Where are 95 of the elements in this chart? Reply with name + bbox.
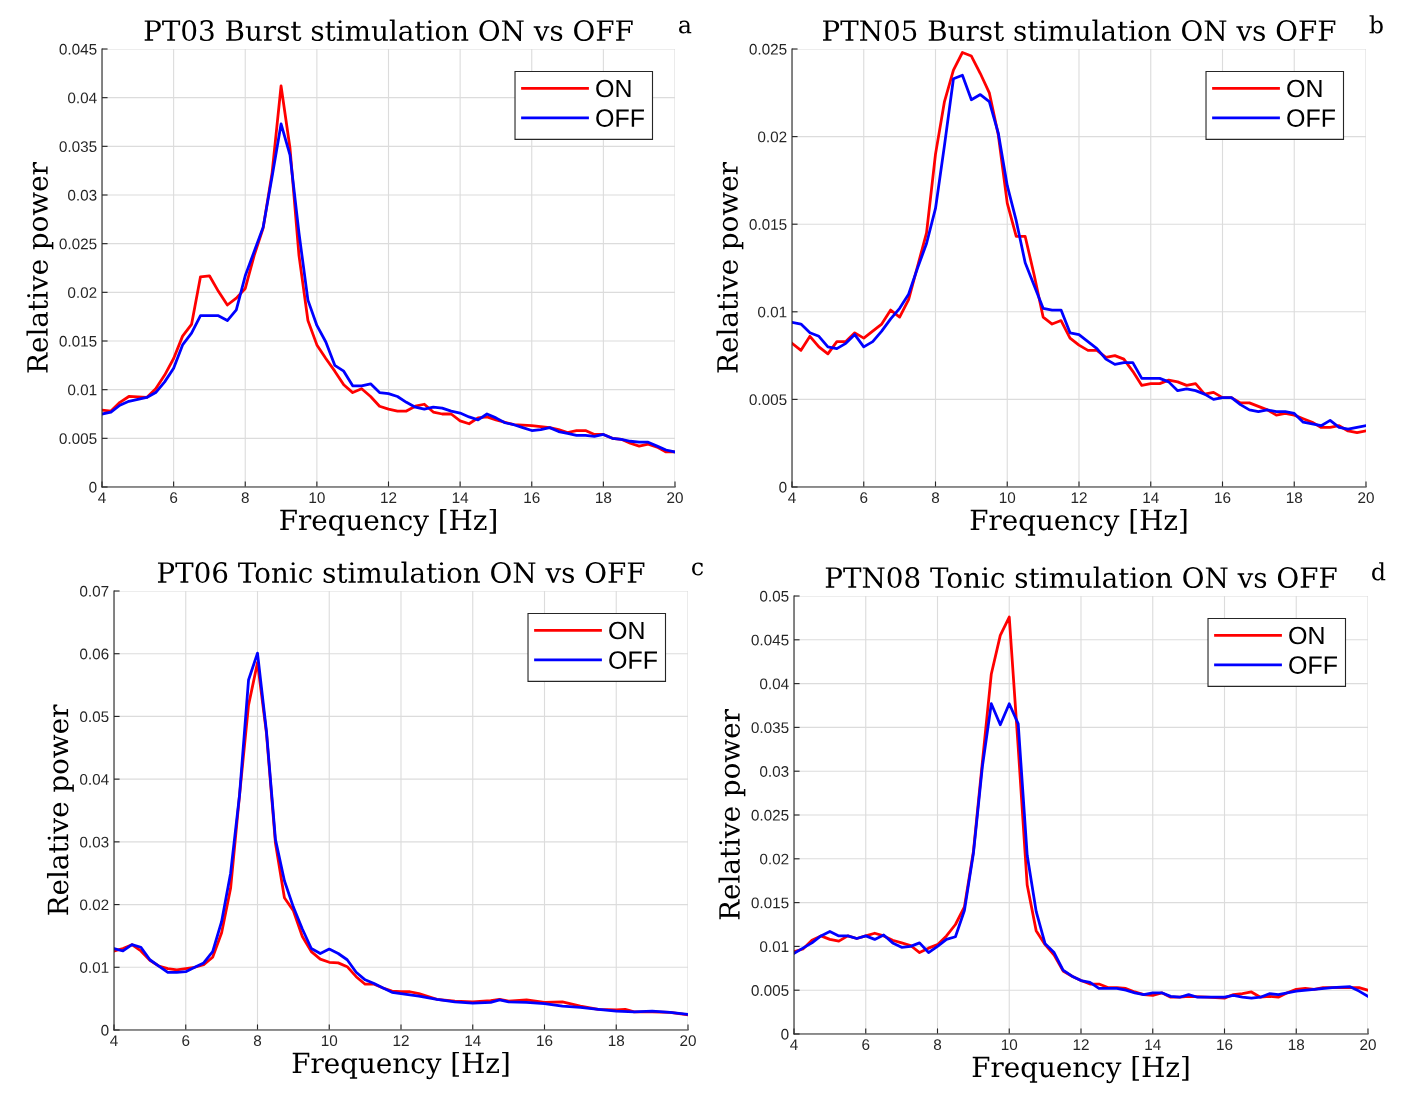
legend-label: OFF [1287,109,1335,127]
y-tick-label: 0.04 [80,774,109,785]
x-tick-label: 12 [393,1035,409,1046]
x-tick-label: 10 [321,1035,338,1047]
y-tick-label: 0.045 [751,634,789,646]
x-tick-label: 18 [596,492,612,504]
y-tick-label: 0.035 [59,141,97,153]
x-axis-title: Frequency [Hz] [280,508,496,537]
chart-title: PTN05 Burst stimulation ON vs OFF [823,19,1336,42]
text: c [692,562,704,576]
y-tick-label: 0.02 [68,287,97,299]
x-tick-label: 6 [182,1035,190,1047]
chart-title: PT06 Tonic stimulation ON vs OFF [157,561,645,584]
x-tick-label: 18 [1286,492,1303,504]
y-tick-label: 0.01 [68,384,97,396]
text: d [1372,562,1386,581]
y-tick-label: 0.01 [758,306,787,318]
text: b [1369,15,1383,34]
y-tick-label: 0.01 [760,941,789,953]
y-tick-label: 0 [89,481,97,493]
x-tick-label: 14 [1145,1039,1161,1050]
x-tick-label: 20 [667,492,683,504]
y-tick-label: 0.005 [749,394,787,406]
y-tick-label: 0.04 [68,92,97,104]
y-axis-title: Relative power [46,704,74,915]
y-tick-label: 0 [779,481,787,493]
x-tick-label: 18 [608,1035,625,1047]
y-tick-label: 0.02 [80,899,109,911]
x-tick-label: 8 [241,492,249,504]
y-tick-label: 0.045 [59,43,97,55]
chart-title: PT03 Burst stimulation ON vs OFF [144,19,633,42]
x-tick-label: 20 [1360,1039,1376,1051]
y-tick-label: 0.015 [749,219,787,230]
legend-label: ON [596,79,631,98]
y-tick-label: 0.005 [59,433,97,445]
y-tick-label: 0.05 [760,590,789,602]
y-tick-label: 0.025 [749,43,787,55]
y-tick-label: 0 [781,1028,789,1040]
x-tick-label: 8 [931,492,940,504]
x-tick-label: 12 [381,492,397,503]
legend-label: ON [1289,626,1324,645]
x-tick-label: 4 [98,492,106,503]
x-tick-label: 6 [860,492,868,504]
y-tick-label: 0.03 [760,766,789,777]
x-tick-label: 10 [309,492,325,504]
text: a [679,20,692,34]
y-tick-label: 0.03 [68,189,97,201]
x-tick-label: 16 [1215,492,1231,504]
x-tick-label: 6 [862,1039,870,1051]
y-tick-label: 0.005 [751,985,789,996]
x-axis-title: Frequency [Hz] [292,1051,509,1080]
x-tick-label: 16 [524,492,540,504]
y-tick-label: 0.01 [80,962,109,973]
x-tick-label: 14 [465,1035,481,1046]
chart-title: PTN08 Tonic stimulation ON vs OFF [825,566,1337,589]
x-tick-label: 16 [1217,1039,1233,1051]
y-tick-label: 0.07 [80,585,109,597]
legend-label: OFF [596,109,644,127]
legend-label: ON [1287,79,1322,98]
y-tick-label: 0.015 [751,897,789,909]
legend-label: OFF [1289,656,1337,674]
x-tick-label: 12 [1073,1039,1089,1050]
y-tick-label: 0.035 [751,722,789,734]
y-tick-label: 0.02 [760,853,789,865]
y-axis-title: Relative power [716,162,744,373]
x-tick-label: 10 [999,492,1016,504]
x-tick-label: 6 [170,492,178,504]
x-tick-label: 18 [1288,1039,1305,1051]
x-tick-label: 4 [110,1035,118,1046]
legend-label: OFF [609,651,657,669]
x-tick-label: 8 [933,1039,942,1051]
x-tick-label: 12 [1071,492,1087,503]
y-tick-label: 0.04 [760,678,789,690]
y-tick-label: 0.03 [80,836,109,848]
x-tick-label: 4 [790,1039,798,1050]
y-tick-label: 0.06 [80,648,109,660]
x-axis-title: Frequency [Hz] [970,508,1187,537]
x-tick-label: 20 [680,1035,696,1047]
x-tick-label: 14 [452,492,469,503]
y-tick-label: 0.05 [80,711,109,723]
x-tick-label: 16 [537,1035,553,1047]
x-tick-label: 10 [1001,1039,1018,1051]
y-tick-label: 0.02 [758,131,787,143]
y-tick-label: 0.015 [59,335,97,347]
x-tick-label: 14 [1143,492,1159,503]
x-tick-label: 4 [788,492,796,503]
x-axis-title: Frequency [Hz] [972,1055,1189,1084]
legend-label: ON [609,621,644,640]
y-axis-title: Relative power [26,162,54,373]
y-tick-label: 0.025 [59,238,97,250]
y-tick-label: 0 [101,1024,109,1036]
y-tick-label: 0.025 [751,809,789,821]
y-axis-title: Relative power [718,709,746,920]
x-tick-label: 8 [253,1035,262,1047]
x-tick-label: 20 [1358,492,1374,504]
